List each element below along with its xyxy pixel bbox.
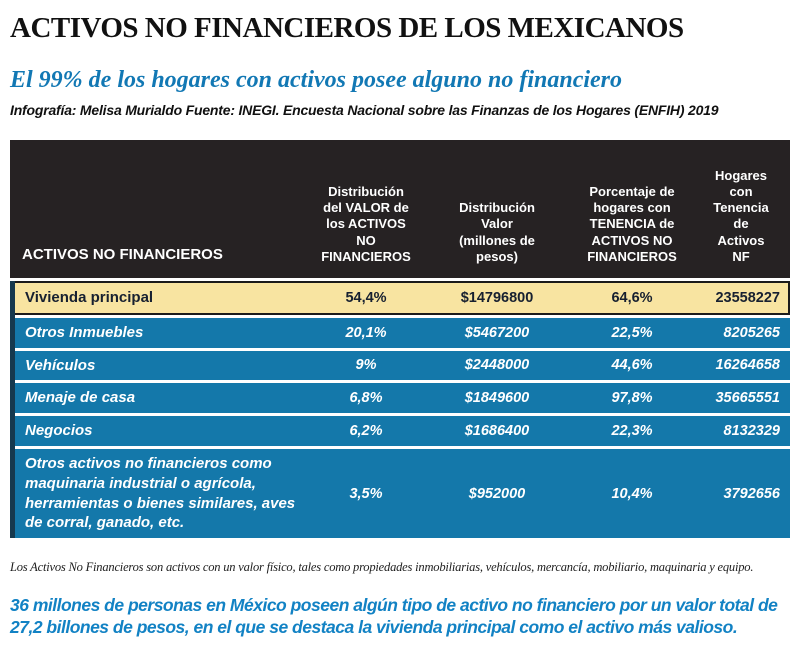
- cell-hogares-tenencia: 8205265: [723, 324, 780, 341]
- credit-line: Infografía: Melisa Murialdo Fuente: INEG…: [10, 102, 719, 118]
- cell-tenencia-pct: 22,3%: [611, 423, 653, 440]
- row-label: Otros Inmuebles: [25, 323, 144, 341]
- cell-valor-distribution-pct: 9%: [355, 357, 377, 374]
- page-title: ACTIVOS NO FINANCIEROS DE LOS MEXICANOS: [10, 12, 684, 44]
- cell-valor-millones: $1686400: [464, 423, 530, 440]
- header-cell-hogares-tenencia: Hogares con Tenencia de Activos NF: [692, 168, 790, 266]
- cell-valor-millones: $14796800: [460, 289, 534, 306]
- header-label: Distribución del VALOR de los ACTIVOS NO…: [321, 183, 411, 264]
- table-header: ACTIVOS NO FINANCIEROS Distribución del …: [10, 140, 790, 278]
- header-label: ACTIVOS NO FINANCIEROS: [22, 246, 223, 264]
- cell-tenencia-pct: 10,4%: [611, 485, 653, 502]
- row-label: Vivienda principal: [25, 289, 154, 306]
- table-row: Otros activos no financieros como maquin…: [15, 448, 790, 539]
- cell-valor-millones: $2448000: [464, 357, 530, 374]
- header-cell-distribucion-valor-pct: Distribución del VALOR de los ACTIVOS NO…: [310, 184, 422, 265]
- cell-tenencia-pct: 44,6%: [611, 357, 653, 374]
- cell-valor-distribution-pct: 6,8%: [349, 390, 383, 407]
- cell-valor-distribution-pct: 3,5%: [349, 485, 383, 502]
- table-row: Menaje de casa 6,8% $1849600 97,8% 35665…: [15, 383, 790, 414]
- row-label: Otros activos no financieros como maquin…: [25, 454, 296, 532]
- cell-hogares-tenencia: 35665551: [715, 390, 780, 407]
- row-label: Vehículos: [25, 356, 96, 374]
- header-label: Porcentaje de hogares con TENENCIA de AC…: [587, 183, 677, 264]
- cell-hogares-tenencia: 8132329: [723, 423, 780, 440]
- header-label: Hogares con Tenencia de Activos NF: [713, 167, 769, 264]
- header-cell-distribucion-valor-millones: Distribución Valor (millones de pesos): [422, 200, 572, 265]
- cell-valor-millones: $1849600: [464, 390, 530, 407]
- cell-tenencia-pct: 97,8%: [611, 390, 653, 407]
- assets-table: ACTIVOS NO FINANCIEROS Distribución del …: [10, 140, 790, 539]
- cell-valor-distribution-pct: 20,1%: [345, 324, 387, 341]
- table-row: Otros Inmuebles 20,1% $5467200 22,5% 820…: [15, 317, 790, 348]
- table-row: Vivienda principal 54,4% $14796800 64,6%…: [15, 281, 790, 315]
- row-label: Menaje de casa: [25, 389, 136, 407]
- row-label: Negocios: [25, 422, 93, 440]
- summary-note: 36 millones de personas en México poseen…: [10, 594, 778, 638]
- cell-tenencia-pct: 64,6%: [611, 289, 653, 306]
- table-row: Negocios 6,2% $1686400 22,3% 8132329: [15, 416, 790, 446]
- cell-valor-millones: $5467200: [464, 324, 530, 341]
- cell-valor-distribution-pct: 6,2%: [349, 423, 383, 440]
- cell-hogares-tenencia: 23558227: [715, 289, 780, 306]
- header-cell-activos-no-financieros: ACTIVOS NO FINANCIEROS: [10, 246, 310, 265]
- page-subtitle: El 99% de los hogares con activos posee …: [10, 67, 623, 93]
- cell-hogares-tenencia: 3792656: [723, 485, 780, 502]
- infographic-page: ACTIVOS NO FINANCIEROS DE LOS MEXICANOS …: [10, 12, 790, 638]
- header-label: Distribución Valor (millones de pesos): [459, 200, 535, 264]
- header-cell-porcentaje-tenencia: Porcentaje de hogares con TENENCIA de AC…: [572, 184, 692, 265]
- footnote: Los Activos No Financieros son activos c…: [10, 560, 754, 575]
- cell-valor-millones: $952000: [468, 485, 526, 502]
- cell-valor-distribution-pct: 54,4%: [345, 289, 387, 306]
- cell-hogares-tenencia: 16264658: [715, 357, 780, 374]
- table-row: Vehículos 9% $2448000 44,6% 16264658: [15, 350, 790, 381]
- table-body: Vivienda principal 54,4% $14796800 64,6%…: [10, 281, 790, 539]
- cell-tenencia-pct: 22,5%: [611, 324, 653, 341]
